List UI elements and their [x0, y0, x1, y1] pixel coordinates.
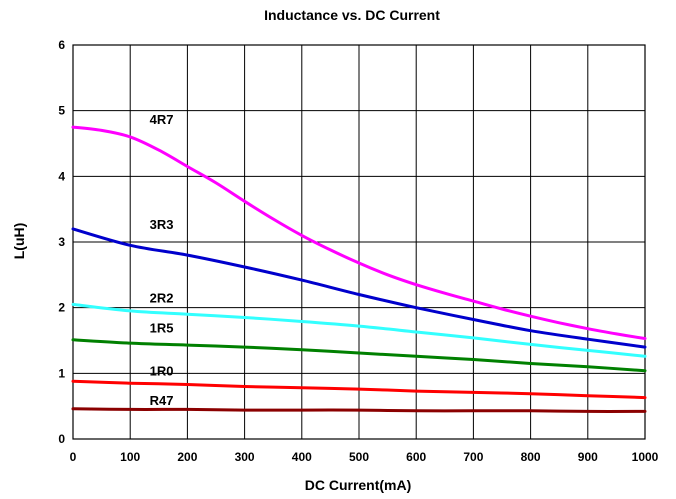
x-tick-label: 500 — [349, 450, 369, 464]
x-tick-label: 100 — [120, 450, 140, 464]
grid — [72, 44, 646, 440]
y-tick-label: 5 — [58, 104, 65, 118]
series-line-r47 — [71, 407, 647, 413]
x-tick-label: 1000 — [632, 450, 659, 464]
series-labels: 4R7 3R3 2R2 1R5 1R0 R47 — [150, 112, 174, 408]
series-line-2r2 — [71, 302, 647, 358]
series-label-4r7: 4R7 — [150, 112, 174, 127]
x-tick-label: 600 — [406, 450, 426, 464]
y-tick-label: 2 — [58, 301, 65, 315]
x-tick-label: 200 — [177, 450, 197, 464]
series-line-1r5 — [71, 338, 647, 373]
y-tick-label: 4 — [58, 169, 65, 183]
series-line-3r3 — [71, 227, 647, 349]
x-tick-label: 900 — [578, 450, 598, 464]
axis-ticks: 0 100 200 300 400 500 600 700 800 900 1000 0 1 2 3 4 5 6 — [58, 38, 658, 464]
series-label-1r5: 1R5 — [150, 321, 174, 336]
chart-title: Inductance vs. DC Current — [264, 7, 440, 23]
series-label-2r2: 2R2 — [150, 290, 174, 305]
x-tick-label: 0 — [70, 450, 77, 464]
x-axis-label: DC Current(mA) — [305, 477, 412, 493]
x-tick-label: 700 — [463, 450, 483, 464]
series-label-3r3: 3R3 — [150, 217, 174, 232]
series-line-1r0 — [71, 379, 647, 400]
y-tick-label: 3 — [58, 235, 65, 249]
y-tick-label: 0 — [58, 432, 65, 446]
y-axis-label: L(uH) — [11, 223, 27, 260]
series-curves — [71, 125, 647, 413]
series-label-1r0: 1R0 — [150, 363, 174, 378]
y-tick-label: 1 — [58, 366, 65, 380]
plot-frame — [72, 44, 646, 440]
x-tick-label: 800 — [521, 450, 541, 464]
series-line-4r7 — [71, 125, 647, 340]
y-tick-label: 6 — [58, 38, 65, 52]
x-tick-label: 400 — [292, 450, 312, 464]
series-label-r47: R47 — [150, 393, 174, 408]
x-tick-label: 300 — [235, 450, 255, 464]
